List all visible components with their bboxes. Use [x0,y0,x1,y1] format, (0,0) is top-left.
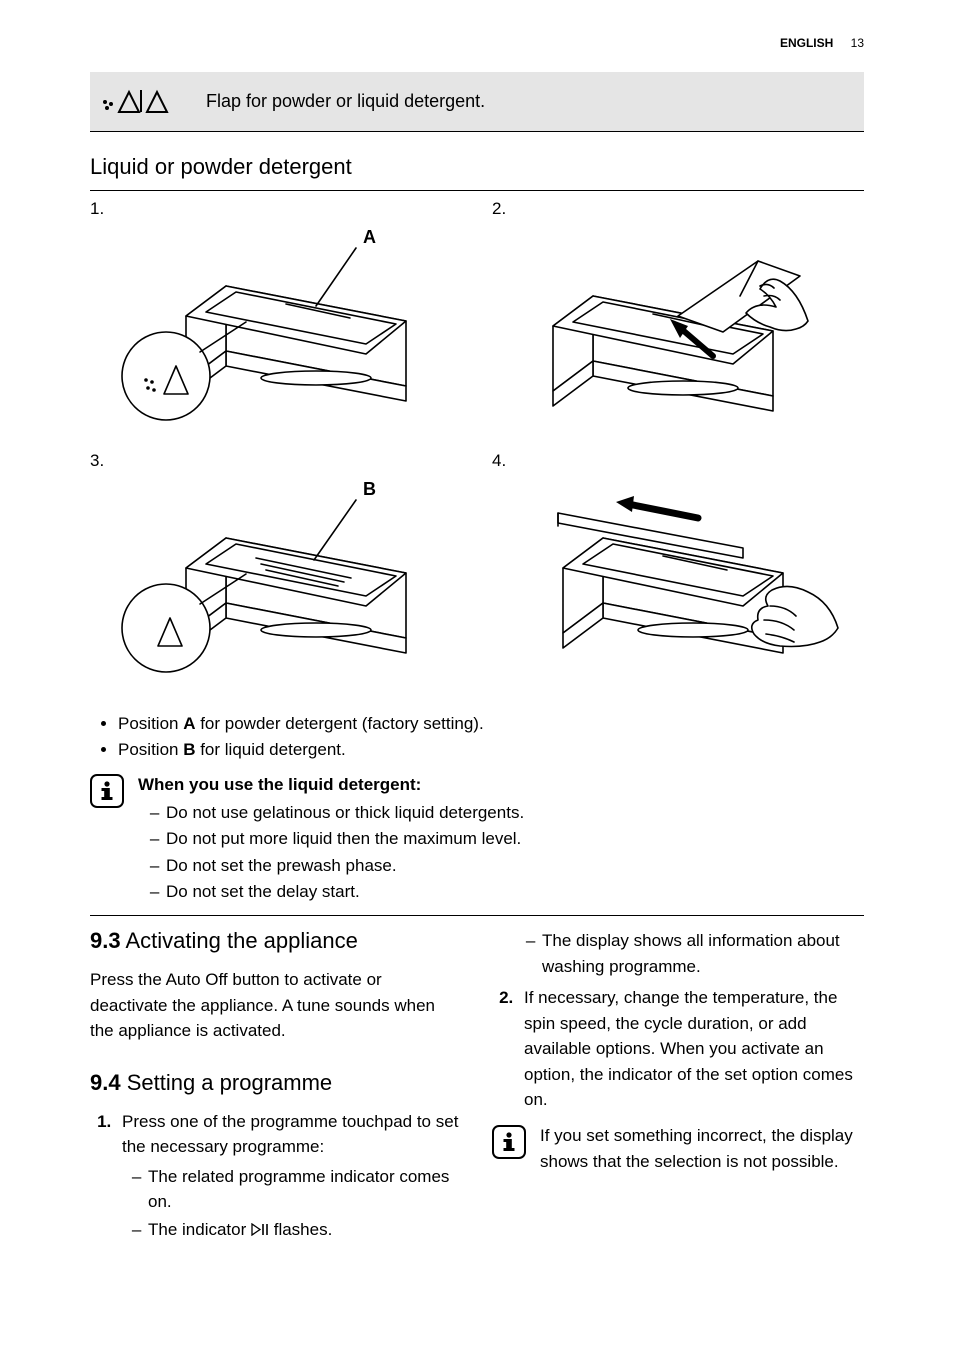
flap-text: Flap for powder or liquid detergent. [176,91,485,112]
header-page: 13 [851,36,864,50]
flap-callout: Flap for powder or liquid detergent. [90,72,864,132]
step-2-num: 2. [492,199,864,219]
pos-b-post: for liquid detergent. [195,740,345,759]
col-left: 9.3 Activating the appliance Press the A… [90,924,462,1248]
pos-b-pre: Position [118,740,183,759]
info-liquid-lead: When you use the liquid detergent: [138,772,524,798]
step-3-figure: B [90,473,462,693]
sec-94-list-right: If necessary, change the temperature, th… [518,985,864,1113]
sec-93-text: Activating the appliance [121,928,358,953]
divider [90,190,864,191]
sec-94-text: Setting a programme [121,1070,333,1095]
section-liquid-title: Liquid or powder detergent [90,154,864,180]
sec-93-title: 9.3 Activating the appliance [90,924,462,957]
step-2: 2. [492,199,864,441]
step-4: 4. [492,451,864,693]
two-column: 9.3 Activating the appliance Press the A… [90,924,864,1248]
sec-94-sublist: The related programme indicator comes on… [146,1164,462,1243]
step-3-label: B [363,479,376,500]
sec-94-sub-a: The related programme indicator comes on… [146,1164,462,1215]
pos-b-bold: B [183,740,195,759]
sec-94-item-1: Press one of the programme touchpad to s… [116,1109,462,1243]
step-4-num: 4. [492,451,864,471]
info-liquid-list: Do not use gelatinous or thick liquid de… [164,800,524,905]
col-right: The display shows all information about … [492,924,864,1248]
header-lang: ENGLISH [780,36,833,50]
sec-94-title: 9.4 Setting a programme [90,1066,462,1099]
info-liquid: When you use the liquid detergent: Do no… [90,772,864,906]
info-icon [492,1125,526,1159]
sec-94-sublist-right: The display shows all information about … [540,928,864,979]
pos-a-post: for powder detergent (factory setting). [195,714,483,733]
info-liquid-item: Do not put more liquid then the maximum … [164,826,524,852]
sec-94-sub-b-pre: The indicator [148,1220,251,1239]
info-liquid-item: Do not use gelatinous or thick liquid de… [164,800,524,826]
info-liquid-item: Do not set the prewash phase. [164,853,524,879]
info-incorrect-text: If you set something incorrect, the disp… [540,1123,864,1176]
flap-icon [92,82,176,121]
sec-93-para: Press the Auto Off button to activate or… [90,967,462,1044]
steps-grid: 1. A [90,199,864,693]
sec-94-list-left: Press one of the programme touchpad to s… [116,1109,462,1243]
sec-94-sub-b-post: flashes. [269,1220,332,1239]
sec-94-item-2: If necessary, change the temperature, th… [518,985,864,1113]
info-liquid-item: Do not set the delay start. [164,879,524,905]
info-incorrect: If you set something incorrect, the disp… [492,1123,864,1176]
pos-a-pre: Position [118,714,183,733]
step-3-num: 3. [90,451,462,471]
step-1-figure: A [90,221,462,441]
sec-94-sub-c: The display shows all information about … [540,928,864,979]
page-header: ENGLISH 13 [90,36,864,50]
step-1-num: 1. [90,199,462,219]
step-2-figure [492,221,864,441]
step-4-figure [492,473,864,693]
pos-a-bold: A [183,714,195,733]
position-b: Position B for liquid detergent. [118,737,864,763]
divider [90,915,864,916]
sec-94-item-1-text: Press one of the programme touchpad to s… [122,1112,458,1157]
sec-94-num: 9.4 [90,1070,121,1095]
info-icon [90,774,124,808]
info-liquid-body: When you use the liquid detergent: Do no… [138,772,524,906]
sec-93-num: 9.3 [90,928,121,953]
play-pause-icon [251,1220,269,1239]
step-3: 3. B [90,451,462,693]
position-a: Position A for powder detergent (factory… [118,711,864,737]
sec-94-sub-b: The indicator flashes. [146,1217,462,1243]
step-1: 1. A [90,199,462,441]
step-1-label: A [363,227,376,248]
position-bullets: Position A for powder detergent (factory… [114,711,864,764]
